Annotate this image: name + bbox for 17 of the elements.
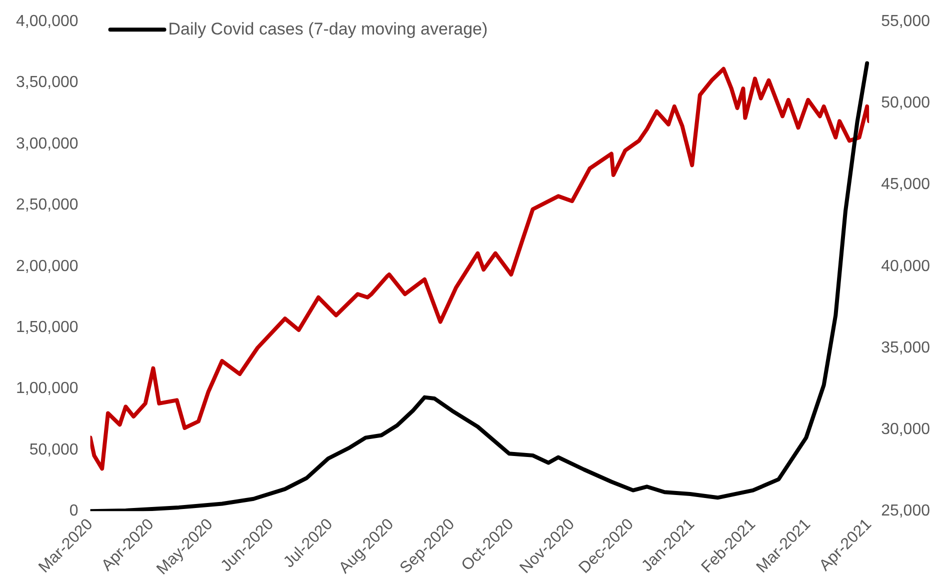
legend-label: Daily Covid cases (7-day moving average) [168, 19, 488, 38]
y2-tick-label: 55,000 [881, 13, 930, 30]
y-tick-label: 1,50,000 [16, 318, 78, 336]
y2-tick-label: 50,000 [881, 94, 930, 112]
y2-tick-label: 45,000 [881, 176, 930, 194]
y2-tick-label: 40,000 [881, 258, 930, 275]
y2-tick-label: 30,000 [881, 420, 930, 438]
y-tick-label: 2,50,000 [16, 196, 78, 214]
y-tick-label: 4,00,000 [16, 13, 78, 30]
y2-tick-label: 35,000 [881, 339, 930, 356]
y-tick-label: 3,00,000 [16, 135, 78, 152]
y-tick-label: 0 [69, 502, 78, 520]
y-tick-label: 2,00,000 [16, 258, 78, 275]
y-tick-label: 3,50,000 [16, 74, 78, 92]
y2-tick-label: 25,000 [881, 502, 930, 520]
y-tick-label: 50,000 [29, 441, 78, 458]
y-tick-label: 1,00,000 [16, 380, 78, 398]
